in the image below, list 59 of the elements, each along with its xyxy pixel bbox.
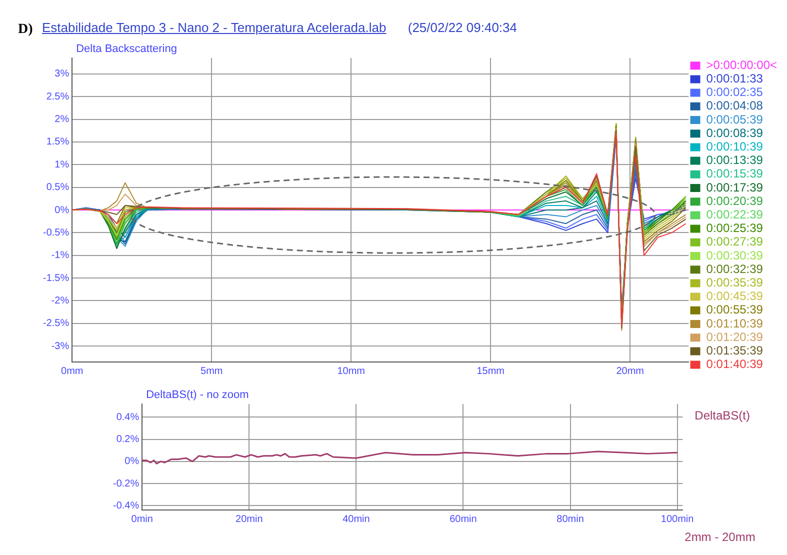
- y-tick-label: -0.4%: [113, 500, 140, 512]
- x-tick-label: 20min: [236, 514, 263, 525]
- legend-label: 0:00:32:39: [706, 262, 764, 276]
- legend-label: 0:00:45:39: [706, 289, 764, 304]
- legend-label: 0:00:15:39: [706, 166, 764, 181]
- x-tick-label: 0mm: [61, 366, 84, 377]
- y-tick-label: 0.5%: [46, 182, 70, 194]
- x-tick-label: 0min: [131, 514, 153, 525]
- x-tick-label: 20mm: [616, 366, 644, 377]
- text: DeltaBS(t): [694, 408, 750, 422]
- x-tick-label: 80min: [556, 514, 584, 525]
- legend-label: 0:01:20:39: [706, 330, 764, 344]
- legend-label: 0:00:01:33: [706, 72, 764, 86]
- legend-label: 0:01:35:39: [706, 344, 764, 358]
- y-tick-label: 2.5%: [46, 91, 70, 102]
- legend-label: 0:00:17:39: [706, 180, 764, 194]
- legend-label: 0:00:04:08: [706, 98, 764, 113]
- legend-label: 0:00:02:35: [706, 85, 764, 100]
- legend-label: 0:00:25:39: [706, 221, 764, 236]
- y-tick-label: 0.2%: [116, 434, 140, 446]
- x-tick-label: 15mm: [476, 366, 504, 377]
- y-tick-label: -3%: [51, 340, 70, 352]
- x-tick-label: 10mm: [337, 366, 365, 377]
- legend-label: 0:00:30:39: [706, 248, 764, 262]
- legend-label: 0:00:20:39: [706, 194, 764, 208]
- legend-label: 0:00:27:39: [706, 234, 764, 249]
- y-tick-label: 3%: [54, 68, 70, 80]
- y-tick-label: 1.5%: [46, 136, 70, 148]
- y-tick-label: -1.5%: [43, 272, 70, 284]
- y-tick-label: -2%: [51, 295, 70, 306]
- text: 2mm - 20mm: [684, 530, 756, 544]
- x-tick-label: 40min: [342, 514, 370, 525]
- chart-title: DeltaBS(t) - no zoom: [146, 389, 249, 401]
- legend-label: 0:01:10:39: [706, 316, 764, 330]
- legend-label: 0:00:13:39: [706, 153, 764, 168]
- y-tick-label: 0.4%: [116, 412, 140, 423]
- legend-label: 0:00:35:39: [706, 276, 764, 290]
- y-tick-label: -0.2%: [113, 478, 140, 490]
- chart-subtitle: Delta Backscattering: [76, 43, 177, 55]
- text: D): [18, 22, 33, 38]
- legend-label: 0:00:05:39: [706, 112, 764, 126]
- y-tick-label: -0.5%: [43, 227, 70, 238]
- legend-label: 0:00:22:39: [706, 208, 764, 222]
- chart-title: Estabilidade Tempo 3 - Nano 2 - Temperatura Acelerada.lab: [42, 20, 386, 35]
- x-tick-label: 5mm: [200, 366, 223, 377]
- legend-label: >0:00:00:00<: [706, 58, 777, 72]
- legend-label: 0:00:10:39: [706, 140, 764, 154]
- text: (25/02/22 09:40:34: [408, 20, 518, 35]
- y-tick-label: -1%: [51, 250, 70, 262]
- legend-label: 0:00:08:39: [706, 126, 764, 140]
- legend-label: 0:01:40:39: [706, 357, 764, 372]
- y-tick-label: 2%: [54, 114, 70, 126]
- legend-label: 0:00:55:39: [706, 302, 764, 317]
- y-tick-label: 0%: [124, 456, 140, 468]
- y-tick-label: 1%: [54, 159, 70, 170]
- y-tick-label: -2.5%: [43, 318, 70, 330]
- y-tick-label: 0%: [54, 204, 70, 216]
- x-tick-label: 60min: [450, 514, 477, 525]
- x-tick-label: 100min: [660, 514, 694, 525]
